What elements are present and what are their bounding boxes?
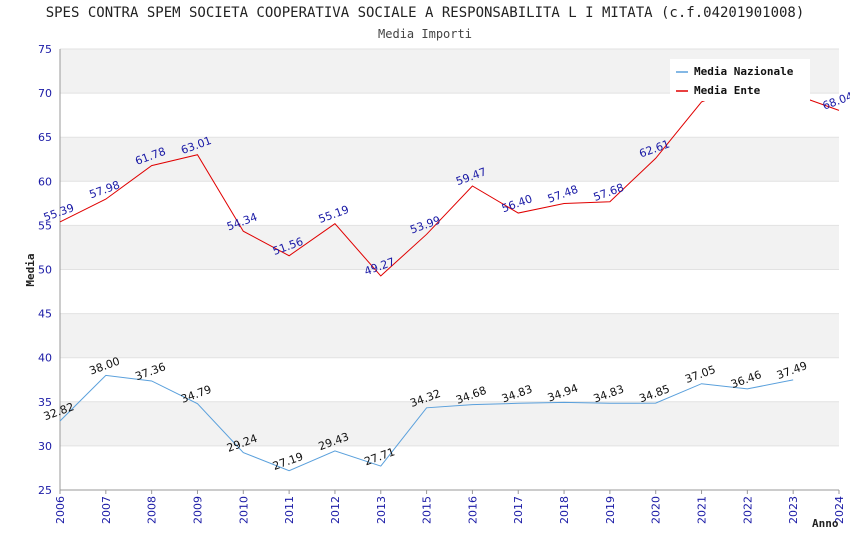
y-tick-label: 75 (38, 43, 52, 56)
x-tick-label: 2016 (466, 496, 479, 524)
y-tick-label: 60 (38, 175, 52, 188)
legend-box (670, 59, 810, 101)
series-line-nazionale (59, 374, 794, 472)
x-tick-label: 2013 (375, 496, 388, 524)
x-tick-label: 2012 (329, 496, 342, 524)
x-tick-label: 2006 (54, 496, 67, 524)
chart-title: SPES CONTRA SPEM SOCIETA COOPERATIVA SOC… (45, 5, 805, 21)
y-tick-label: 55 (38, 219, 52, 232)
x-tick-label: 2020 (650, 496, 663, 524)
plot-band (60, 357, 839, 402)
y-axis-label: Media (24, 253, 37, 286)
chart-subtitle: Media Importi (378, 27, 472, 41)
x-tick-label: 2022 (741, 496, 754, 524)
plot-band (60, 401, 839, 446)
y-tick-label: 65 (38, 131, 52, 144)
legend-label-nazionale: Media Nazionale (694, 65, 794, 78)
y-tick-label: 50 (38, 264, 52, 277)
y-tick-label: 45 (38, 308, 52, 321)
x-tick-label: 2008 (146, 496, 159, 524)
legend-label-ente: Media Ente (694, 84, 761, 97)
plot-band (60, 313, 839, 358)
x-tick-label: 2011 (283, 496, 296, 524)
y-tick-label: 25 (38, 484, 52, 497)
x-tick-label: 2018 (558, 496, 571, 524)
y-tick-label: 70 (38, 87, 52, 100)
y-tick-label: 35 (38, 396, 52, 409)
y-tick-label: 40 (38, 352, 52, 365)
x-tick-label: 2019 (604, 496, 617, 524)
y-tick-labels: 25 30 35 40 45 50 55 60 65 70 75 (38, 43, 52, 497)
x-tick-label: 2010 (237, 496, 250, 524)
x-tick-label: 2021 (696, 496, 709, 524)
plot-band (60, 225, 839, 270)
x-tick-label: 2017 (512, 496, 525, 524)
x-tick-label: 2024 (833, 496, 846, 524)
plot-bands (60, 49, 839, 490)
x-tick-label: 2009 (191, 496, 204, 524)
plot-band (60, 269, 839, 314)
x-tick-label: 2015 (421, 496, 434, 524)
x-tick-label: 2023 (787, 496, 800, 524)
x-tick-labels: 2006 2007 2008 2009 2010 2011 2012 2013 2015 2016… (54, 490, 846, 524)
plot-band (60, 137, 839, 182)
legend: Media Nazionale Media Ente (670, 59, 810, 101)
x-tick-label: 2007 (100, 496, 113, 524)
y-tick-label: 30 (38, 440, 52, 453)
plot-band (60, 181, 839, 226)
plot-band (60, 445, 839, 490)
x-axis-label: Anno (812, 517, 839, 530)
